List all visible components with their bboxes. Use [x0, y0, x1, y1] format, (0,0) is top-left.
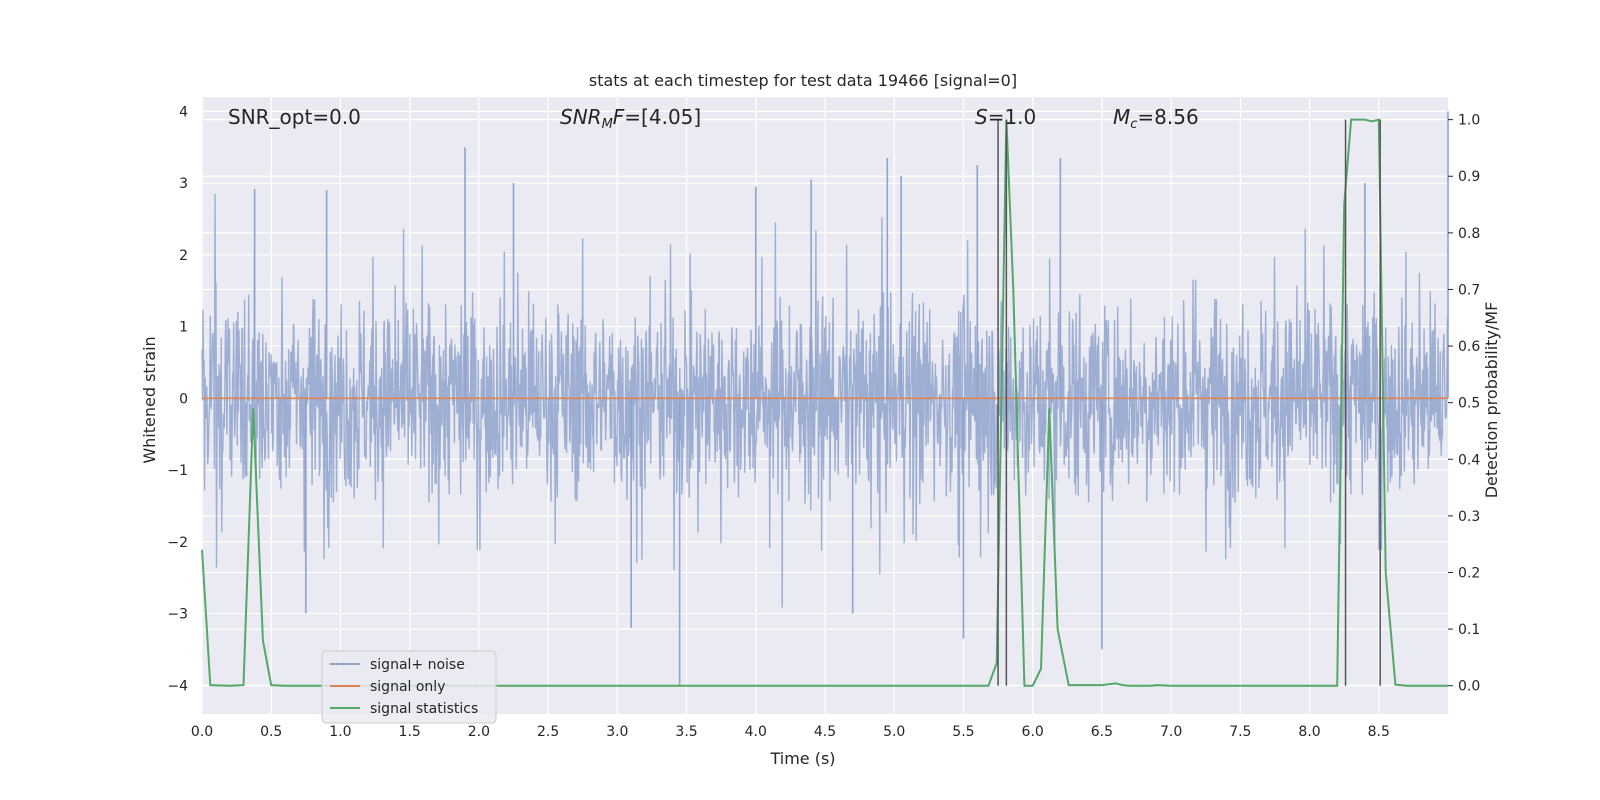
legend-label-signal-only: signal only — [370, 679, 445, 695]
x-tick-label: 7.0 — [1160, 724, 1182, 740]
series-signal-noise — [201, 111, 1449, 686]
y-right-tick-label: 0.7 — [1458, 282, 1480, 298]
x-tick-label: 4.5 — [814, 724, 836, 740]
legend-label-signal-noise: signal+ noise — [370, 657, 465, 673]
x-tick-label: 5.0 — [883, 724, 905, 740]
x-axis-label: Time (s) — [769, 749, 835, 768]
signal-statistics-line — [201, 118, 1448, 687]
x-axis-ticks: 0.0 0.5 1.0 1.5 2.0 2.5 3.0 3.5 4.0 4.5 5.0 5.5 6.0 6… — [191, 724, 1390, 740]
y-left-tick-label: 3 — [179, 176, 188, 192]
x-tick-label: 8.0 — [1298, 724, 1320, 740]
annotation-s: S=1.0 — [975, 105, 1036, 129]
x-tick-label: 7.5 — [1229, 724, 1251, 740]
x-tick-label: 4.0 — [745, 724, 767, 740]
y-left-tick-label: 0 — [179, 391, 188, 407]
y-left-tick-label: −3 — [167, 607, 188, 623]
x-tick-label: 2.5 — [537, 724, 559, 740]
y-right-tick-label: 1.0 — [1458, 113, 1480, 129]
y-left-tick-label: −4 — [167, 678, 188, 694]
chart-title: stats at each timestep for test data 194… — [589, 71, 1017, 90]
x-tick-label: 0.0 — [191, 724, 213, 740]
x-tick-label: 6.5 — [1091, 724, 1113, 740]
y-right-tick-label: 0.4 — [1458, 452, 1480, 468]
annotation-snr-mf: SNRMF=[4.05] — [560, 105, 701, 132]
x-tick-label: 6.0 — [1022, 724, 1044, 740]
y-left-tick-label: −2 — [167, 535, 188, 551]
x-tick-label: 1.0 — [329, 724, 351, 740]
vertical-markers — [997, 119, 1381, 686]
y-right-tick-label: 0.2 — [1458, 565, 1480, 581]
annotation-snr-opt: SNR_opt=0.0 — [228, 105, 361, 129]
legend-label-signal-statistics: signal statistics — [370, 701, 478, 717]
x-tick-label: 5.5 — [952, 724, 974, 740]
series-lines — [201, 118, 1448, 687]
y-right-tick-label: 0.1 — [1458, 622, 1480, 638]
x-tick-label: 3.5 — [675, 724, 697, 740]
y-left-tick-label: 2 — [179, 248, 188, 264]
y-axis-left-label: Whitened strain — [140, 336, 159, 463]
signal-noise-trace — [201, 193, 1449, 608]
y-left-tick-label: −1 — [167, 463, 188, 479]
x-tick-label: 3.0 — [606, 724, 628, 740]
y-axis-right-label: Detection probability/MF — [1482, 302, 1501, 499]
y-left-tick-label: 1 — [179, 320, 188, 336]
y-right-tick-label: 0.3 — [1458, 509, 1480, 525]
x-tick-label: 0.5 — [260, 724, 282, 740]
y-left-tick-label: 4 — [179, 104, 188, 120]
y-axis-left-ticks: −4 −3 −2 −1 0 1 2 3 4 — [167, 104, 188, 694]
y-right-tick-label: 0.9 — [1458, 169, 1480, 185]
x-tick-label: 8.5 — [1368, 724, 1390, 740]
legend: signal+ noise signal only signal statist… — [321, 650, 497, 724]
y-right-tick-label: 0.8 — [1458, 226, 1480, 242]
legend-box — [321, 650, 497, 724]
y-right-tick-label: 0.0 — [1458, 679, 1480, 695]
x-tick-label: 1.5 — [399, 724, 421, 740]
y-axis-right-ticks: 0.0 0.1 0.2 0.3 0.4 0.5 0.6 0.7 0.8 0.9 1.0 — [1448, 113, 1480, 695]
y-right-tick-label: 0.5 — [1458, 396, 1480, 412]
x-tick-label: 2.0 — [468, 724, 490, 740]
y-right-tick-label: 0.6 — [1458, 339, 1480, 355]
annotation-mc: Mc=8.56 — [1113, 105, 1199, 132]
